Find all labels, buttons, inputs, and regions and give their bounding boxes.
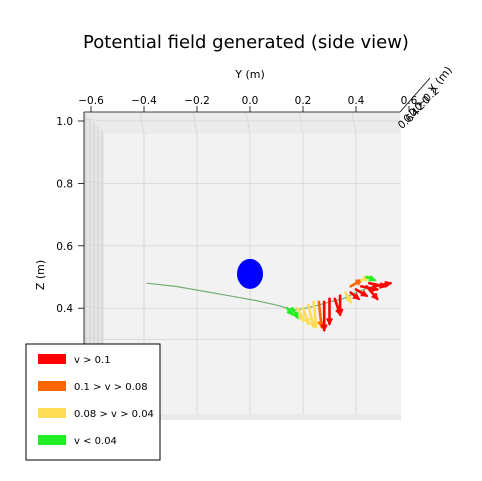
grid-left-z-0 bbox=[83, 118, 105, 122]
vector-head-2 bbox=[297, 314, 305, 323]
vector-head-5 bbox=[312, 320, 320, 329]
vector-shaft-6 bbox=[317, 300, 323, 329]
grid-top-y-1 bbox=[139, 111, 145, 135]
vector-head-15 bbox=[371, 292, 379, 301]
vector-head-7 bbox=[320, 324, 328, 333]
vector-shaft-5 bbox=[312, 300, 318, 329]
vector-head-3 bbox=[303, 317, 310, 326]
vector-head-20 bbox=[368, 275, 377, 282]
vector-shaft-17 bbox=[373, 281, 392, 288]
vector-shaft-2 bbox=[296, 306, 305, 322]
vector-head-13 bbox=[360, 290, 369, 297]
vector-head-11 bbox=[345, 295, 352, 304]
legend-label-2: 0.08 > v > 0.04 bbox=[74, 409, 154, 420]
legend-label-1: 0.1 > v > 0.08 bbox=[74, 382, 148, 393]
x-axis-line bbox=[399, 77, 431, 113]
y-tick-label-4: 0.2 bbox=[295, 95, 312, 107]
z-tick-label-3: 0.4 bbox=[56, 303, 73, 315]
top-pane bbox=[84, 112, 401, 134]
grid-top-y-5 bbox=[351, 111, 357, 135]
legend-swatch-3 bbox=[38, 435, 66, 445]
chart-title: Potential field generated (side view) bbox=[83, 32, 409, 53]
vector-head-12 bbox=[352, 293, 361, 301]
z-tick-label-2: 0.6 bbox=[56, 241, 73, 253]
z-tick-label-0: 1.0 bbox=[56, 116, 73, 128]
legend-swatch-1 bbox=[38, 381, 66, 391]
vector-shaft-4 bbox=[306, 303, 315, 329]
grid-top-y-4 bbox=[298, 111, 304, 135]
legend-label-3: v < 0.04 bbox=[74, 436, 117, 447]
obstacle-sphere bbox=[237, 258, 263, 289]
vector-head-8 bbox=[326, 318, 333, 326]
y-tick-label-6: 0.6 bbox=[401, 95, 418, 107]
legend-swatch-2 bbox=[38, 408, 66, 418]
vector-head-17 bbox=[384, 280, 393, 288]
y-axis-label: Y (m) bbox=[234, 68, 265, 81]
vector-shaft-15 bbox=[365, 285, 379, 301]
vector-head-1 bbox=[292, 311, 299, 320]
y-tick-label-5: 0.4 bbox=[348, 95, 365, 107]
y-tick-label-3: 0.0 bbox=[242, 95, 259, 107]
legend-label-0: v > 0.1 bbox=[74, 355, 111, 366]
velocity-vectors bbox=[285, 275, 393, 333]
vector-shaft-3 bbox=[301, 306, 310, 326]
legend: v > 0.1 0.1 > v > 0.08 0.08 > v > 0.04 v < … bbox=[25, 343, 161, 461]
y-tick-label-1: −0.4 bbox=[131, 95, 157, 107]
obstacle-marker bbox=[237, 258, 263, 289]
vector-head-10 bbox=[336, 308, 344, 317]
vector-head-0 bbox=[286, 308, 294, 316]
grid-top-y-3 bbox=[245, 111, 251, 135]
bottom-pane bbox=[84, 414, 401, 420]
tick-labels: −0.6 −0.4 −0.2 0.0 0.2 0.4 0.61.00.80.60.40.60… bbox=[56, 85, 441, 315]
x-axis-label: X (m) bbox=[426, 64, 455, 96]
y-tick-label-2: −0.2 bbox=[184, 95, 210, 107]
z-axis-label: Z (m) bbox=[34, 260, 47, 290]
legend-swatch-0 bbox=[38, 354, 66, 364]
z-tick-label-1: 0.8 bbox=[56, 178, 73, 190]
grid-top-y-2 bbox=[192, 111, 198, 135]
y-tick-label-0: −0.6 bbox=[78, 95, 104, 107]
